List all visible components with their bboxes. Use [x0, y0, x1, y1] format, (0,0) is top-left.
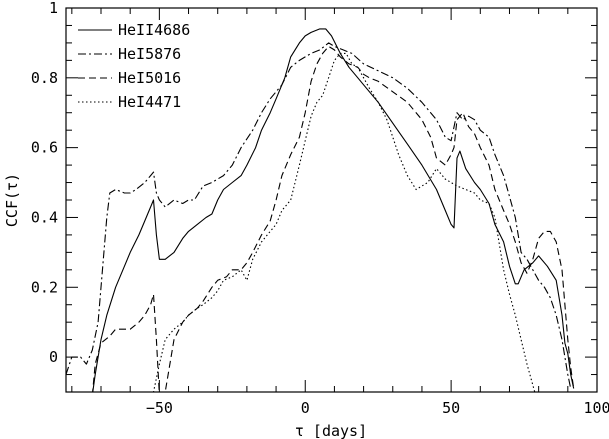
- legend-label: HeI4471: [118, 93, 181, 111]
- legend-label: HeI5876: [118, 45, 181, 63]
- series-line-hei5016: [92, 45, 575, 392]
- legend-label: HeII4686: [118, 21, 190, 39]
- y-tick-label: 0.6: [31, 139, 58, 157]
- y-tick-label: 0: [49, 348, 58, 366]
- y-tick-label: 0.8: [31, 69, 58, 87]
- y-axis-label: CCF(τ): [3, 173, 21, 227]
- series-line-hei5876: [66, 42, 572, 389]
- axis-tick-labels: −50 0 50 100 0 0.2 0.4 0.6 0.8 1: [31, 0, 609, 417]
- y-tick-label: 0.2: [31, 278, 58, 296]
- y-tick-label: 0.4: [31, 208, 58, 226]
- x-tick-label: 100: [583, 399, 609, 417]
- axis-ticks: [66, 7, 598, 393]
- x-tick-label: −50: [146, 399, 173, 417]
- series-line-heii4686: [92, 28, 575, 392]
- x-tick-label: 0: [301, 399, 310, 417]
- plot-frame: [65, 7, 598, 393]
- legend-label: HeI5016: [118, 69, 181, 87]
- series-lines: [66, 28, 575, 392]
- y-tick-label: 1: [49, 0, 58, 17]
- series-line-hei4471: [152, 52, 536, 392]
- x-axis-label: τ [days]: [295, 422, 367, 439]
- x-tick-label: 50: [442, 399, 460, 417]
- legend: HeII4686 HeI5876 HeI5016 HeI4471: [78, 21, 190, 111]
